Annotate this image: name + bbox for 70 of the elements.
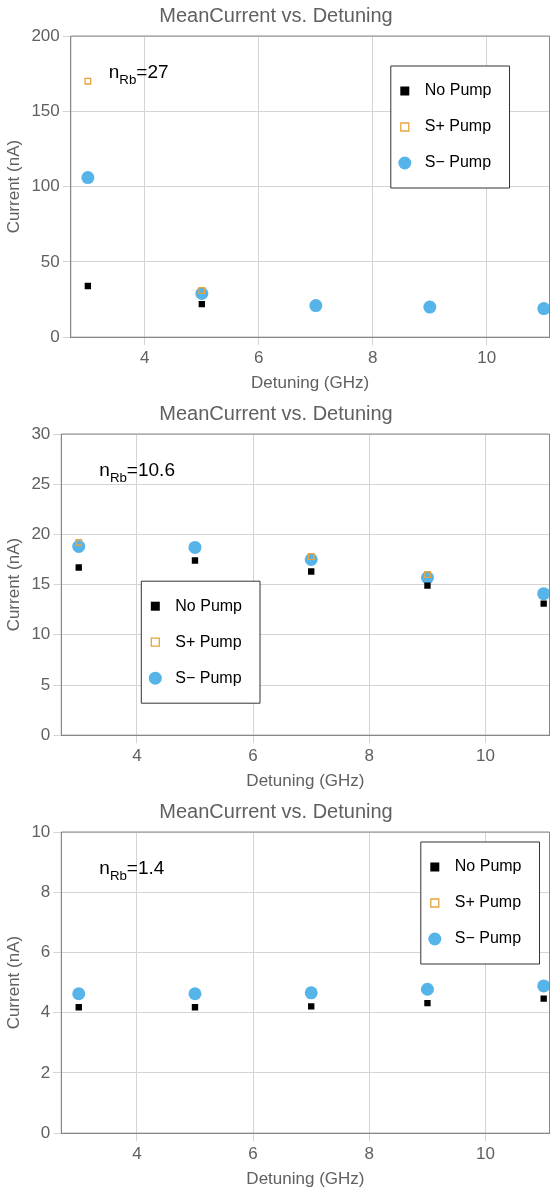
y-tick-label: 150 — [31, 100, 60, 120]
point — [537, 587, 550, 601]
legend-label: S+ Pump — [175, 632, 242, 650]
x-tick-label: 4 — [140, 348, 150, 368]
y-tick-label: 100 — [31, 176, 60, 196]
x-tick-label: 4 — [132, 746, 142, 766]
legend-label: S+ Pump — [424, 117, 492, 135]
x-tick-label: 6 — [254, 348, 264, 368]
point — [424, 999, 431, 1007]
x-axis-title: Detuning (GHz) — [246, 771, 365, 791]
point — [75, 564, 82, 571]
point — [72, 987, 86, 1001]
point — [81, 171, 95, 185]
x-tick-label: 8 — [364, 746, 375, 766]
y-tick-label: 0 — [50, 326, 60, 346]
y-tick-label: 10 — [31, 821, 51, 841]
x-tick-label: 4 — [132, 1144, 142, 1164]
legend-label: S− Pump — [424, 153, 492, 171]
y-tick-label: 200 — [31, 25, 60, 45]
x-tick-label: 10 — [476, 746, 496, 766]
y-axis-title: Current (nA) — [3, 139, 23, 234]
point — [309, 299, 323, 313]
point — [423, 300, 437, 314]
y-tick-label: 0 — [40, 1122, 51, 1142]
chart-title: MeanCurrent vs. Detuning — [159, 401, 393, 424]
y-tick-label: 50 — [40, 251, 60, 271]
legend-label: No Pump — [454, 857, 522, 875]
point — [188, 540, 202, 554]
y-tick-label: 10 — [31, 624, 51, 644]
point — [424, 582, 431, 589]
point — [191, 557, 199, 564]
y-tick-label: 2 — [40, 1062, 51, 1082]
point — [537, 302, 550, 316]
y-tick-label: 5 — [40, 674, 51, 694]
y-tick-label: 25 — [31, 473, 51, 493]
chart-title: MeanCurrent vs. Detuning — [159, 799, 393, 822]
point — [84, 77, 92, 85]
legend-label: S− Pump — [175, 668, 242, 686]
y-tick-label: 4 — [40, 1002, 51, 1022]
y-tick-label: 15 — [31, 574, 51, 594]
point — [304, 986, 318, 1000]
y-axis-title: Current (nA) — [3, 935, 23, 1030]
legend-label: No Pump — [175, 596, 243, 614]
point — [537, 979, 550, 993]
point — [540, 600, 547, 607]
y-tick-label: 20 — [31, 524, 51, 544]
x-tick-label: 6 — [248, 746, 258, 766]
x-tick-label: 8 — [364, 1144, 375, 1164]
legend-label: S+ Pump — [454, 893, 522, 911]
point — [75, 538, 83, 546]
x-axis-title: Detuning (GHz) — [246, 1169, 365, 1189]
point — [84, 282, 92, 290]
x-tick-label: 8 — [368, 348, 378, 368]
point — [420, 982, 434, 996]
y-tick-label: 6 — [40, 942, 51, 962]
y-tick-label: 30 — [31, 423, 51, 443]
point — [540, 995, 547, 1002]
x-tick-label: 6 — [248, 1144, 258, 1164]
x-tick-label: 10 — [477, 348, 497, 368]
chart-title: MeanCurrent vs. Detuning — [159, 3, 393, 26]
y-tick-label: 0 — [40, 724, 51, 744]
point — [188, 987, 202, 1001]
x-axis-title: Detuning (GHz) — [251, 373, 370, 393]
x-tick-label: 10 — [476, 1144, 496, 1164]
legend-label: S− Pump — [454, 929, 522, 947]
legend-label: No Pump — [424, 81, 492, 99]
point — [308, 568, 315, 575]
y-axis-title: Current (nA) — [3, 537, 23, 632]
point — [308, 1003, 315, 1010]
y-tick-label: 8 — [40, 881, 51, 901]
